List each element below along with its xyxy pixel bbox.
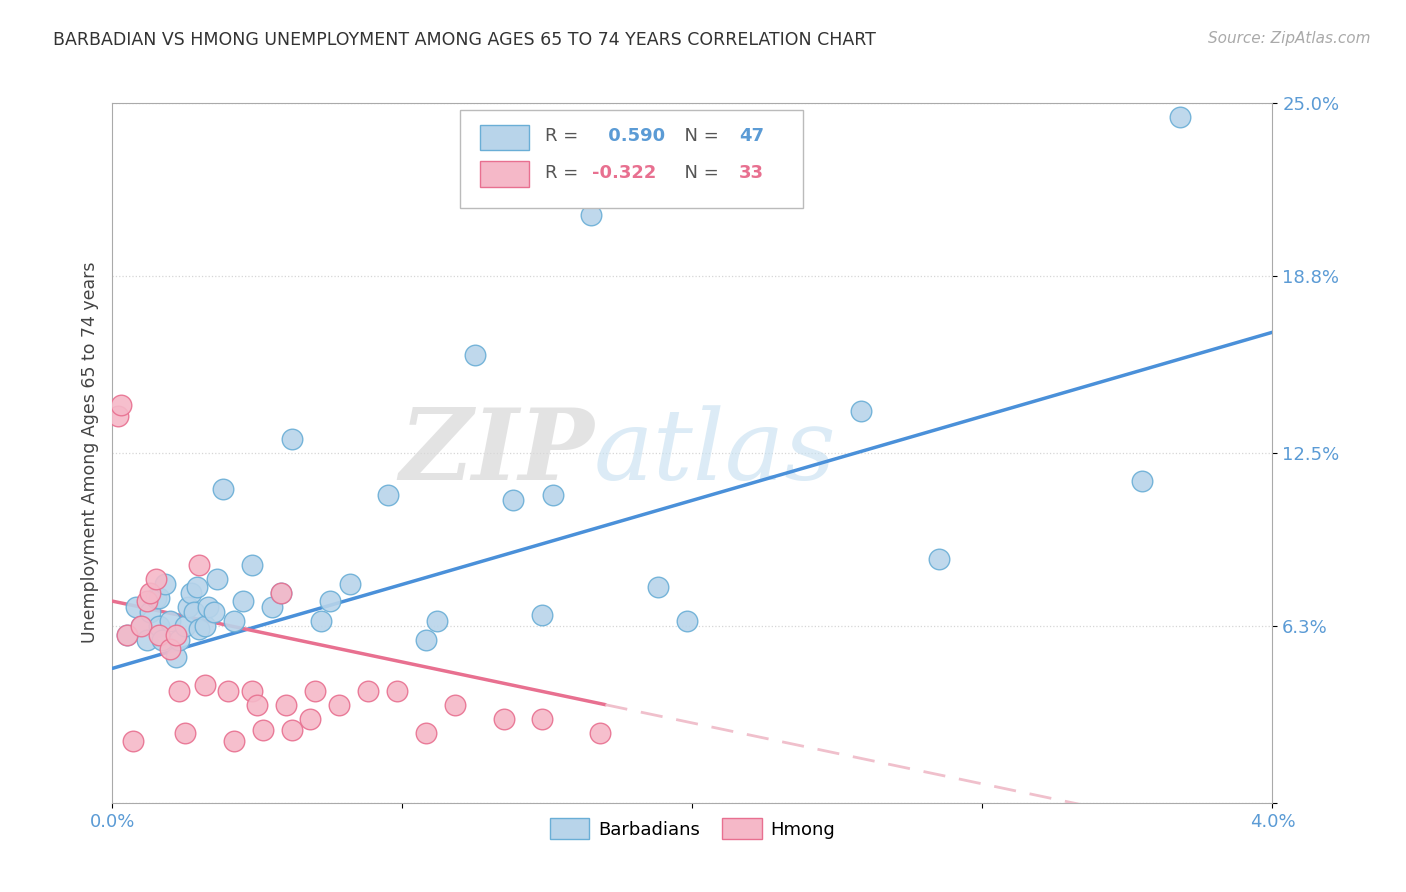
Text: BARBADIAN VS HMONG UNEMPLOYMENT AMONG AGES 65 TO 74 YEARS CORRELATION CHART: BARBADIAN VS HMONG UNEMPLOYMENT AMONG AG…	[53, 31, 876, 49]
Text: ZIP: ZIP	[399, 404, 593, 501]
Text: N =: N =	[672, 163, 724, 182]
Point	[319, 594, 342, 608]
Point	[357, 683, 380, 698]
FancyBboxPatch shape	[481, 161, 529, 186]
Text: R =: R =	[546, 128, 583, 145]
Point	[328, 698, 350, 712]
Point	[232, 594, 254, 608]
Point	[131, 619, 153, 633]
Point	[252, 723, 274, 737]
Point	[849, 403, 872, 417]
Point	[579, 208, 602, 222]
Point	[145, 591, 167, 606]
Point	[124, 599, 148, 614]
Point	[211, 482, 233, 496]
Y-axis label: Unemployment Among Ages 65 to 74 years: Unemployment Among Ages 65 to 74 years	[80, 262, 98, 643]
Point	[647, 580, 669, 594]
Point	[276, 698, 298, 712]
Point	[530, 712, 553, 726]
Point	[165, 650, 187, 665]
Point	[443, 698, 465, 712]
Point	[530, 608, 553, 623]
Point	[188, 622, 211, 636]
Point	[339, 577, 361, 591]
Point	[148, 628, 170, 642]
Point	[675, 614, 697, 628]
Point	[186, 580, 208, 594]
Point	[1168, 110, 1191, 124]
Text: Source: ZipAtlas.com: Source: ZipAtlas.com	[1208, 31, 1371, 46]
Point	[1130, 474, 1153, 488]
Text: 0.590: 0.590	[602, 128, 665, 145]
Point	[928, 552, 950, 566]
Point	[281, 432, 304, 446]
Point	[415, 633, 437, 648]
Point	[136, 633, 159, 648]
Point	[588, 726, 610, 740]
Point	[218, 683, 240, 698]
Point	[246, 698, 269, 712]
Point	[304, 683, 326, 698]
Point	[150, 633, 173, 648]
Point	[183, 605, 205, 619]
Point	[270, 586, 292, 600]
Point	[260, 599, 283, 614]
Point	[502, 493, 524, 508]
Point	[145, 572, 167, 586]
Point	[167, 633, 190, 648]
Point	[205, 572, 228, 586]
Point	[188, 558, 211, 572]
Point	[115, 628, 138, 642]
Point	[115, 628, 138, 642]
Text: -0.322: -0.322	[592, 163, 657, 182]
Point	[131, 619, 153, 633]
Point	[224, 614, 246, 628]
Point	[167, 683, 190, 698]
Point	[281, 723, 304, 737]
Point	[148, 619, 170, 633]
Point	[415, 726, 437, 740]
Point	[309, 614, 333, 628]
Point	[270, 586, 292, 600]
Point	[139, 605, 162, 619]
Point	[107, 409, 129, 424]
Point	[464, 348, 486, 362]
Text: 47: 47	[740, 128, 763, 145]
Point	[159, 614, 181, 628]
Point	[180, 586, 202, 600]
Point	[194, 619, 217, 633]
Point	[240, 558, 263, 572]
Text: atlas: atlas	[593, 405, 837, 500]
Point	[197, 599, 219, 614]
Point	[385, 683, 408, 698]
Text: N =: N =	[672, 128, 724, 145]
Legend: Barbadians, Hmong: Barbadians, Hmong	[543, 811, 842, 847]
Point	[165, 628, 187, 642]
Point	[153, 577, 176, 591]
Point	[139, 586, 162, 600]
Point	[159, 641, 181, 656]
Text: R =: R =	[546, 163, 583, 182]
Point	[121, 734, 143, 748]
Point	[174, 726, 197, 740]
Text: 33: 33	[740, 163, 763, 182]
Point	[377, 488, 399, 502]
Point	[202, 605, 225, 619]
Point	[426, 614, 449, 628]
Point	[543, 488, 565, 502]
Point	[148, 591, 170, 606]
Point	[492, 712, 515, 726]
FancyBboxPatch shape	[481, 125, 529, 150]
FancyBboxPatch shape	[461, 110, 803, 208]
Point	[110, 398, 132, 412]
Point	[136, 594, 159, 608]
Point	[174, 619, 197, 633]
Point	[224, 734, 246, 748]
Point	[177, 599, 200, 614]
Point	[240, 683, 263, 698]
Point	[194, 678, 217, 692]
Point	[298, 712, 321, 726]
